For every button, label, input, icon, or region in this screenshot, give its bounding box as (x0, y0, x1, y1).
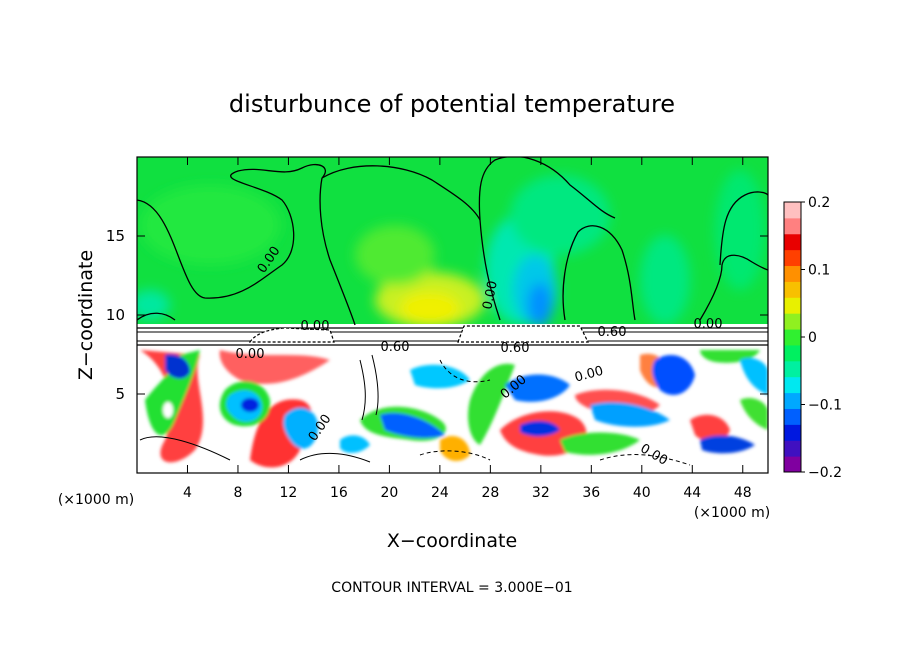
colorbar-segment (784, 392, 801, 409)
chart-title: disturbunce of potential temperature (229, 90, 675, 118)
contour-label: 0.60 (501, 341, 530, 356)
x-tick-label: 8 (233, 485, 242, 501)
upper-contours (137, 157, 768, 326)
colorbar-segment (784, 313, 801, 330)
colorbar-tick-label: 0 (808, 330, 817, 346)
y-tick-label: 15 (106, 227, 125, 245)
x-tick-label: 32 (532, 485, 550, 501)
contour-label: 0.60 (598, 325, 627, 340)
colorbar-segment (784, 408, 801, 425)
x-tick-label: 36 (582, 485, 600, 501)
colorbar-segment (784, 233, 801, 251)
colorbar-tick-label: −0.1 (808, 398, 842, 414)
x-tick-label: 4 (183, 485, 192, 501)
x-tick-label: 20 (380, 485, 398, 501)
contour-label: 0.00 (236, 347, 265, 362)
colorbar-segment (784, 265, 801, 282)
x-right-unit-label: (×1000 m) (694, 505, 770, 521)
colorbar-tick-label: 0.2 (808, 195, 830, 211)
x-tick-label: 48 (734, 485, 752, 501)
colorbar-tick-label: −0.2 (808, 465, 842, 481)
y-axis-ticks: 5 10 15 (106, 227, 768, 403)
colorbar-segment (784, 249, 801, 267)
colorbar-segment (784, 329, 801, 346)
x-axis-ticks: 4 8 12 16 20 24 28 32 36 40 44 48 (183, 157, 752, 501)
contour-label: 0.00 (573, 364, 605, 386)
x-tick-label: 44 (683, 485, 701, 501)
colorbar-segment (784, 440, 801, 457)
contour-label: 0.60 (381, 340, 410, 355)
colorbar-tick-label: 0.1 (808, 263, 830, 279)
colorbar-segment (784, 344, 801, 362)
colorbar-segment (784, 360, 801, 378)
x-axis-label: X−coordinate (387, 530, 517, 552)
contour-label: 0.00 (301, 319, 330, 334)
colorbar-segment (784, 376, 801, 394)
y-tick-label: 10 (106, 306, 125, 324)
colorbar-segment (784, 217, 801, 235)
upper-field-anomalies (137, 170, 765, 328)
colorbar-ticks: 0.2 0.1 0 −0.1 −0.2 (801, 195, 842, 481)
x-left-unit-label: (×1000 m) (58, 492, 134, 508)
colorbar-segment (784, 281, 801, 298)
x-tick-label: 16 (330, 485, 348, 501)
colorbar-segment (784, 456, 801, 473)
x-tick-label: 12 (280, 485, 298, 501)
x-tick-label: 24 (431, 485, 449, 501)
colorbar-segment (784, 202, 801, 219)
colorbar-segment (784, 297, 801, 314)
plot-field: 0.00 0.00 0.00 0.00 0.00 0.60 0.60 0.60 … (137, 157, 768, 473)
interface-layer (137, 324, 768, 346)
y-tick-label: 5 (115, 385, 125, 403)
colorbar (784, 202, 801, 473)
y-axis-label: Z−coordinate (75, 250, 97, 380)
x-tick-label: 40 (633, 485, 651, 501)
contour-label: 0.00 (694, 317, 723, 332)
contour-label: 0.00 (480, 280, 501, 311)
lower-contours (139, 354, 691, 466)
x-tick-label: 28 (481, 485, 499, 501)
lower-field-eddies (140, 350, 768, 468)
contour-interval-note: CONTOUR INTERVAL = 3.000E−01 (331, 580, 572, 596)
colorbar-segment (784, 424, 801, 441)
